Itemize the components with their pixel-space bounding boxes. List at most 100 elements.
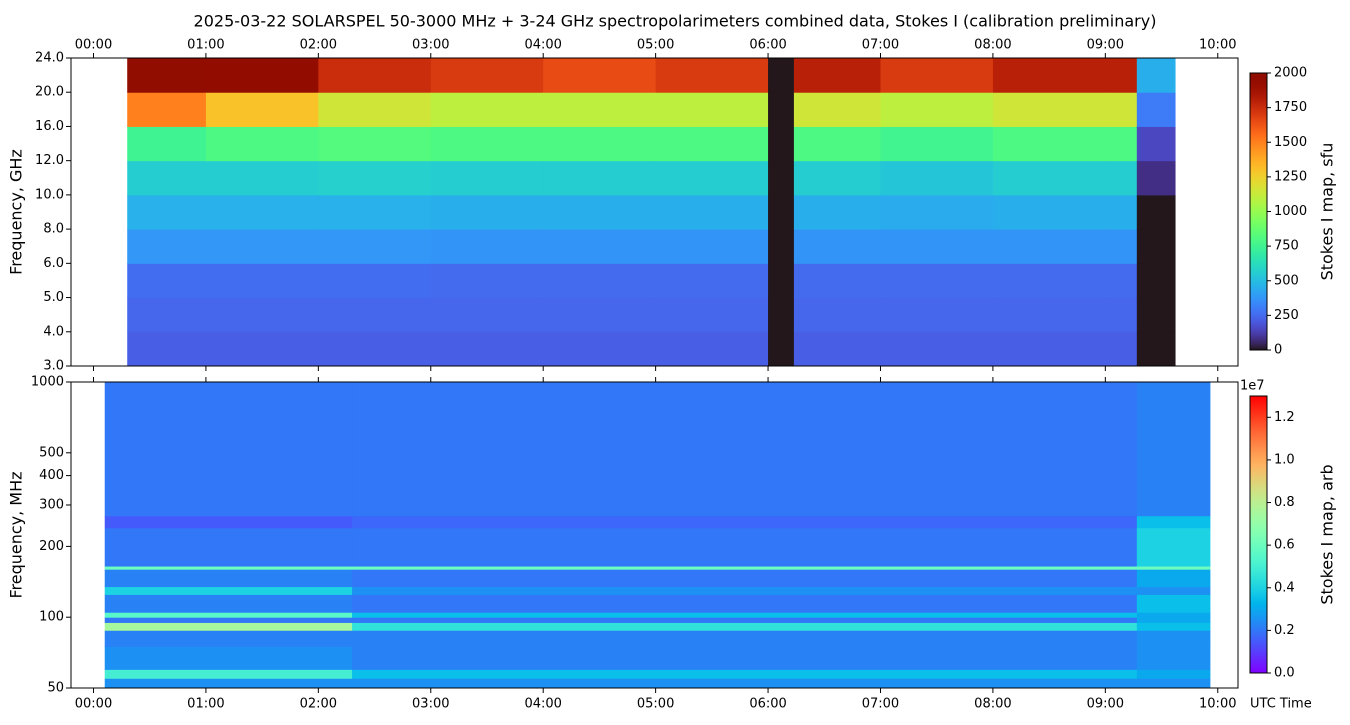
- heatmap-cell: [104, 566, 353, 570]
- y-tick-label: 200: [39, 539, 64, 554]
- heatmap-cell: [793, 331, 881, 367]
- heatmap-cell: [430, 160, 544, 196]
- x-tick-label: 01:00: [187, 697, 224, 712]
- heatmap-cell: [992, 92, 1106, 127]
- colorbar-tick-label: 0.8: [1274, 495, 1295, 510]
- heatmap-cell: [205, 229, 319, 264]
- heatmap-cell: [1136, 515, 1211, 529]
- heatmap-cell: [318, 126, 432, 162]
- heatmap-cell: [104, 630, 353, 648]
- y-tick-label: 8.0: [43, 222, 64, 237]
- heatmap-cell: [127, 331, 207, 367]
- heatmap-cell: [104, 617, 353, 623]
- heatmap-cell: [1136, 92, 1176, 127]
- heatmap-cell: [205, 194, 319, 230]
- heatmap-cell: [104, 382, 353, 517]
- heatmap-cell: [655, 92, 769, 127]
- colorbar-tick-label: 1750: [1274, 100, 1307, 115]
- colorbar: [1249, 395, 1268, 674]
- heatmap-cell: [543, 263, 657, 299]
- colorbar-tick-label: 1.2: [1274, 410, 1295, 425]
- heatmap-cell: [1136, 126, 1176, 162]
- heatmap-cell: [768, 229, 795, 264]
- heatmap-cell: [127, 160, 207, 196]
- heatmap-cell: [352, 622, 1138, 631]
- heatmap-cell: [793, 92, 881, 127]
- colorbar-tick-label: 250: [1274, 308, 1299, 323]
- heatmap-cell: [127, 229, 207, 264]
- heatmap-cell: [992, 58, 1106, 93]
- heatmap-cell: [768, 92, 795, 127]
- heatmap-cell: [1136, 646, 1211, 670]
- heatmap-cell: [880, 297, 994, 333]
- heatmap-cell: [1105, 92, 1138, 127]
- colorbar-tick-label: 0.0: [1274, 666, 1295, 681]
- colorbar-offset: 1e7: [1240, 379, 1265, 394]
- plot-frame: [70, 57, 1239, 367]
- heatmap-cell: [352, 515, 1138, 529]
- heatmap-cell: [430, 297, 544, 333]
- heatmap-cell: [880, 160, 994, 196]
- heatmap-cell: [793, 263, 881, 299]
- y-tick-label: 24.0: [35, 51, 64, 66]
- heatmap-cell: [127, 263, 207, 299]
- heatmap-cell: [880, 263, 994, 299]
- x-tick-label: 00:00: [75, 38, 112, 53]
- heatmap-cell: [655, 58, 769, 93]
- y-tick-label: 12.0: [35, 153, 64, 168]
- heatmap-cell: [127, 194, 207, 230]
- x-tick-label: 10:00: [1199, 697, 1236, 712]
- heatmap-cell: [793, 229, 881, 264]
- heatmap-cell: [655, 331, 769, 367]
- x-tick-label: 07:00: [862, 697, 899, 712]
- heatmap-cell: [318, 229, 432, 264]
- heatmap-cell: [318, 331, 432, 367]
- heatmap-cell: [880, 229, 994, 264]
- heatmap-cell: [352, 586, 1138, 595]
- y-tick-label: 500: [39, 445, 64, 460]
- heatmap-cell: [768, 194, 795, 230]
- heatmap-cell: [1136, 263, 1176, 299]
- y-tick-label: 400: [39, 468, 64, 483]
- heatmap-cell: [543, 331, 657, 367]
- heatmap-cell: [1136, 331, 1176, 367]
- heatmap-cell: [352, 566, 1138, 570]
- colorbar-tick-label: 750: [1274, 239, 1299, 254]
- heatmap-cell: [1136, 612, 1211, 618]
- plot-frame: [70, 381, 1239, 689]
- x-tick-label: 02:00: [300, 38, 337, 53]
- heatmap-cell: [1105, 263, 1138, 299]
- y-tick-label: 1000: [31, 375, 64, 390]
- x-tick-label: 08:00: [974, 697, 1011, 712]
- heatmap-cell: [992, 126, 1106, 162]
- y-tick-label: 20.0: [35, 85, 64, 100]
- colorbar-tick-label: 0.6: [1274, 538, 1295, 553]
- y-axis-label: Frequency, GHz: [7, 149, 26, 275]
- heatmap-cell: [768, 263, 795, 299]
- heatmap-cell: [430, 229, 544, 264]
- heatmap-cell: [318, 297, 432, 333]
- heatmap-cell: [768, 58, 795, 93]
- colorbar-label: Stokes I map, arb: [1318, 464, 1337, 604]
- heatmap-cell: [352, 630, 1138, 648]
- colorbar-tick-label: 1500: [1274, 135, 1307, 150]
- heatmap-cell: [655, 194, 769, 230]
- heatmap-cell: [205, 263, 319, 299]
- x-tick-label: 02:00: [300, 697, 337, 712]
- heatmap-cell: [1136, 566, 1211, 570]
- heatmap-cell: [352, 669, 1138, 679]
- heatmap-cell: [768, 126, 795, 162]
- heatmap-cell: [205, 126, 319, 162]
- heatmap-cell: [104, 612, 353, 618]
- y-axis-label: Frequency, MHz: [7, 471, 26, 598]
- heatmap-cell: [205, 297, 319, 333]
- heatmap-cell: [1136, 669, 1211, 679]
- heatmap-cell: [104, 622, 353, 631]
- colorbar-tick-label: 2000: [1274, 66, 1307, 81]
- x-tick-label: 06:00: [749, 697, 786, 712]
- heatmap-cell: [318, 263, 432, 299]
- colorbar: [1249, 72, 1268, 351]
- heatmap-cell: [104, 586, 353, 595]
- x-tick-label: 01:00: [187, 38, 224, 53]
